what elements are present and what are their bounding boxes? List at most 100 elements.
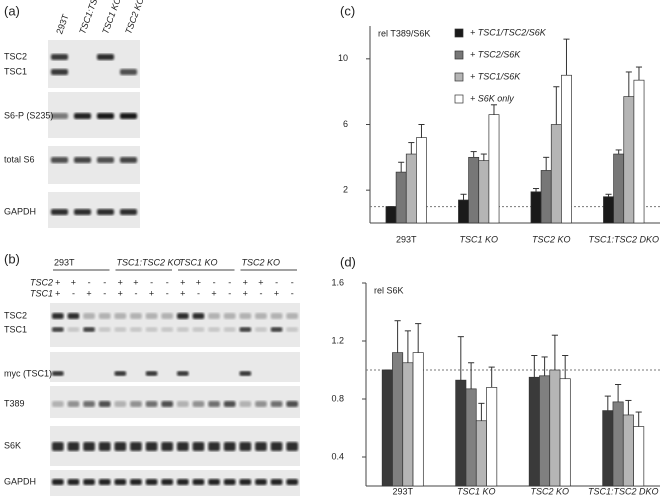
blot-band	[51, 113, 68, 119]
bar	[602, 410, 614, 487]
error-bar	[625, 71, 632, 97]
blot-band	[270, 442, 283, 451]
blot-band	[208, 327, 220, 332]
error-bar	[531, 355, 538, 378]
blot-band	[98, 479, 111, 485]
error-bar	[490, 104, 498, 115]
bar	[395, 171, 407, 224]
error-bar	[635, 411, 642, 427]
blot-band	[83, 327, 95, 332]
bar	[603, 196, 614, 224]
row-label: TSC1	[4, 66, 27, 76]
blot-band	[97, 113, 114, 119]
blot-band	[83, 442, 95, 451]
x-tick-label: TSC2 KO	[530, 486, 569, 496]
blot-band	[192, 442, 205, 451]
y-tick-label: 10	[338, 53, 348, 63]
blot-band	[145, 371, 158, 376]
blot-band	[74, 113, 91, 119]
error-bar	[615, 149, 622, 155]
blot-band	[97, 209, 114, 215]
legend-label: + TSC1/S6K	[470, 71, 521, 81]
blot-band	[83, 479, 95, 485]
panel-label: (c)	[340, 3, 355, 18]
blot-band	[67, 479, 80, 485]
x-tick-label: TSC1 KO	[459, 234, 498, 244]
blot-band	[74, 157, 91, 163]
blot-band	[208, 313, 220, 319]
bar	[622, 414, 634, 487]
condition-sign: -	[166, 277, 169, 287]
group-label: 293T	[54, 257, 75, 267]
blot-strip	[50, 303, 300, 347]
blot-band	[83, 313, 95, 319]
blot-band	[239, 327, 252, 332]
blot-band	[161, 401, 173, 407]
blot-band	[239, 479, 252, 485]
blot-band	[239, 401, 252, 407]
blot-band	[192, 313, 205, 319]
blot-band	[177, 327, 189, 332]
row-label: S6-P (S235)	[4, 110, 53, 120]
y-tick-label: 1.6	[331, 277, 344, 287]
blot-band	[130, 313, 142, 319]
error-bar	[541, 356, 548, 376]
error-bar	[635, 66, 643, 81]
blot-band	[114, 479, 127, 485]
blot-band	[114, 313, 127, 319]
error-bar	[478, 402, 485, 421]
bar	[381, 369, 393, 487]
blot-band	[286, 442, 298, 451]
bar	[530, 191, 542, 224]
condition-sign: -	[259, 288, 262, 298]
blot-band	[192, 401, 205, 407]
bar	[559, 378, 571, 487]
blot-band	[255, 401, 267, 407]
blot-band	[67, 442, 80, 451]
condition-sign: +	[55, 288, 60, 298]
row-label: GAPDH	[4, 206, 36, 216]
blot-band	[255, 479, 267, 485]
condition-sign: +	[133, 277, 138, 287]
blot-band	[192, 327, 205, 332]
blot-band	[120, 113, 137, 119]
bar	[412, 352, 424, 487]
row-label: TSC2	[4, 310, 27, 320]
blot-band	[239, 313, 252, 319]
condition-sign: +	[118, 288, 123, 298]
blot-band	[208, 401, 220, 407]
blot-band	[130, 327, 142, 332]
error-bar	[457, 336, 464, 381]
blot-band	[51, 54, 68, 60]
blot-band	[255, 442, 267, 451]
row-label: T389	[4, 398, 25, 408]
row-label: TSC1	[4, 324, 27, 334]
row-label: myc (TSC1)	[4, 368, 52, 378]
bar	[475, 420, 487, 487]
error-bar	[563, 38, 570, 76]
row-label: S6K	[4, 440, 21, 450]
blot-band	[177, 401, 189, 407]
error-bar	[415, 323, 422, 353]
blot-band	[120, 209, 137, 215]
bar	[633, 426, 645, 487]
blot-band	[51, 157, 68, 163]
bar	[561, 74, 572, 224]
blot-band	[270, 327, 283, 332]
panel-label: (a)	[4, 3, 20, 18]
blot-band	[52, 371, 64, 376]
lane-label: TSC2 KO	[123, 0, 146, 35]
error-bar	[460, 193, 467, 201]
error-bar	[543, 156, 550, 171]
error-bar	[398, 161, 405, 173]
y-tick-label: 2	[343, 185, 348, 195]
blot-band	[145, 479, 158, 485]
error-bar	[562, 355, 569, 379]
condition-sign: +	[118, 277, 123, 287]
condition-sign: -	[275, 277, 278, 287]
bar	[486, 387, 498, 487]
blot-band	[177, 371, 189, 376]
condition-sign: +	[86, 288, 91, 298]
blot-strip	[48, 146, 140, 184]
